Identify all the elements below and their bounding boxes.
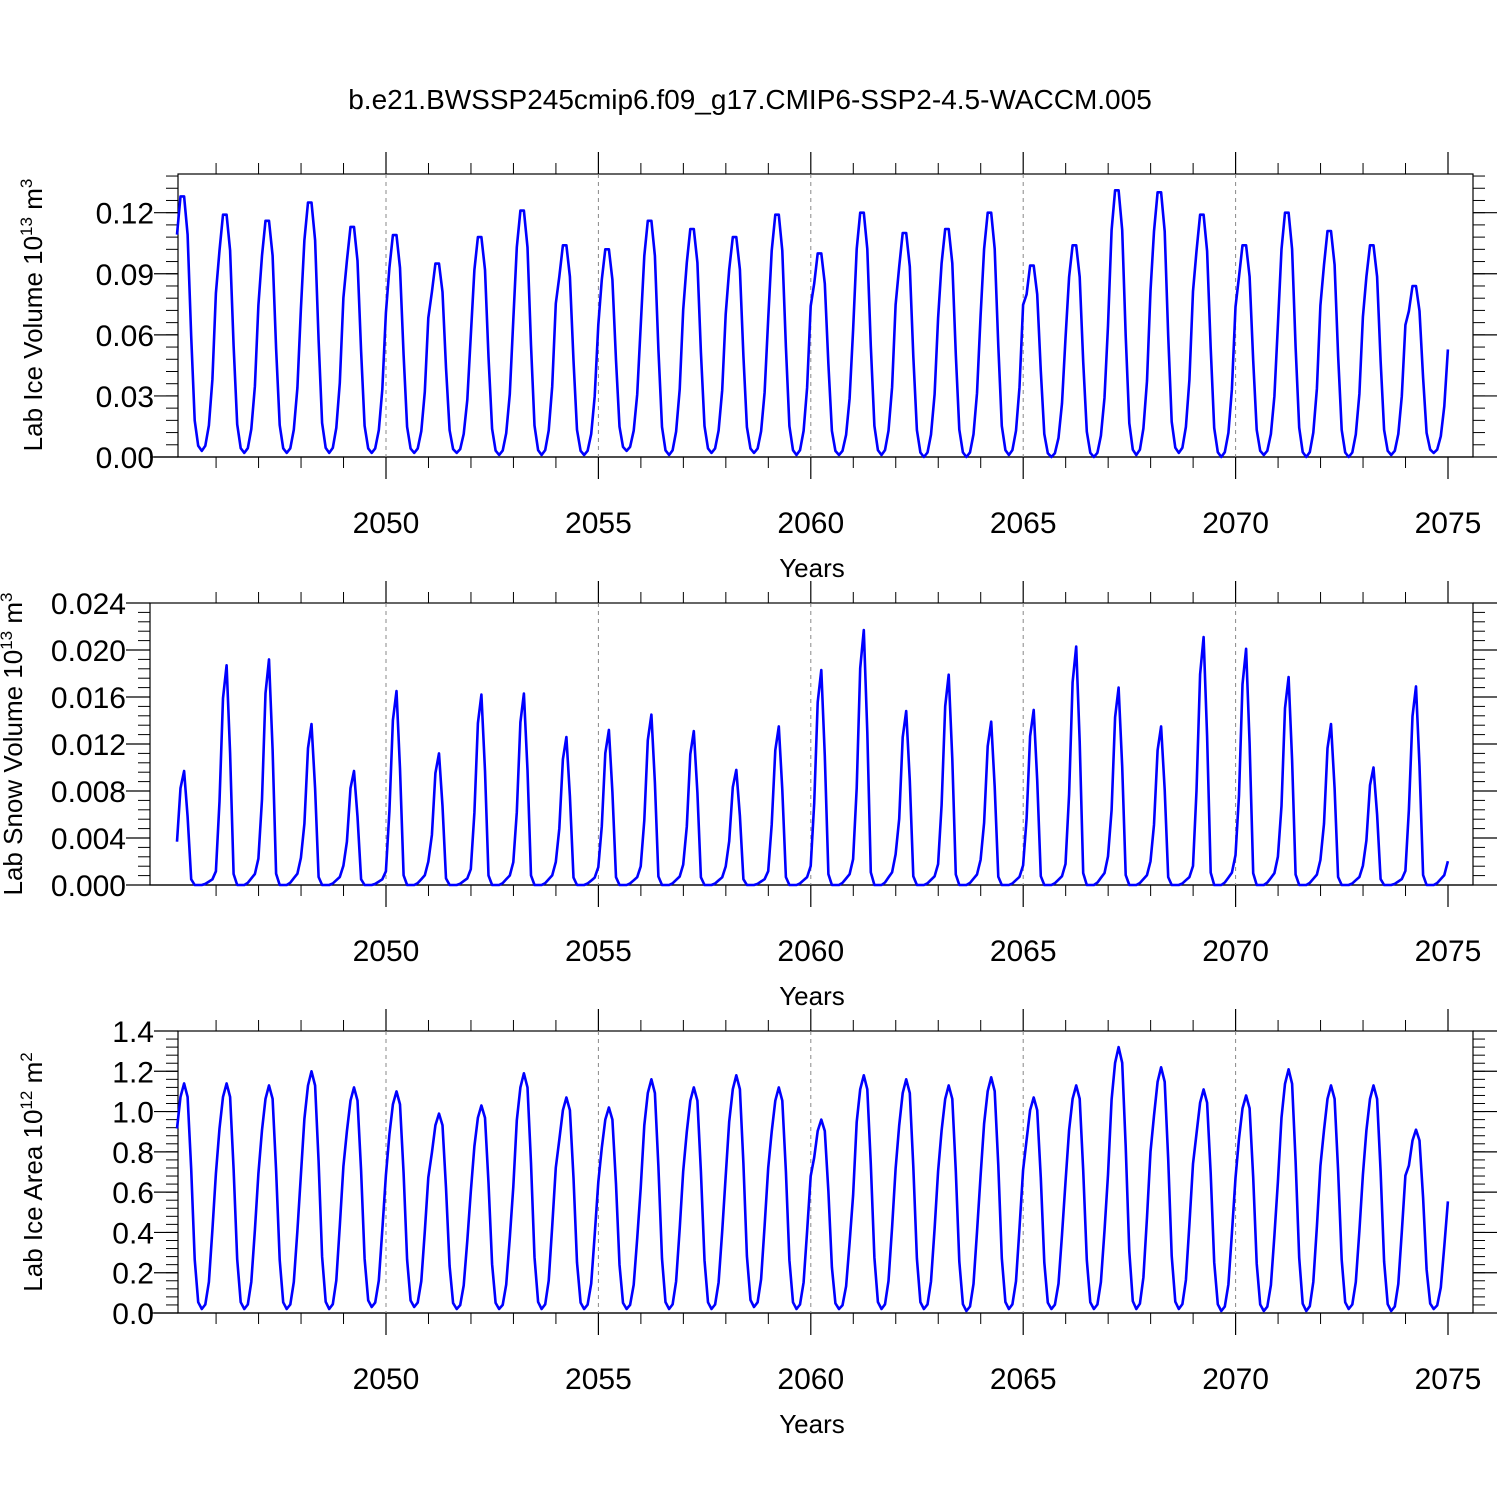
x-tick-label: 2050 (353, 507, 420, 540)
y-tick-label: 0.024 (51, 588, 126, 621)
x-tick-label: 2065 (990, 1363, 1057, 1396)
x-tick-label: 2055 (565, 507, 632, 540)
x-tick-label: 2075 (1415, 507, 1482, 540)
y-tick-label: 1.4 (112, 1016, 154, 1049)
y-tick-label: 0.09 (96, 259, 154, 292)
y-tick-label: 0.03 (96, 381, 154, 414)
y-tick-label: 0.00 (96, 442, 154, 475)
y-tick-label: 0.0 (112, 1298, 154, 1331)
y-tick-label: 1.0 (112, 1097, 154, 1130)
x-axis-label: Years (779, 553, 845, 583)
y-tick-label: 0.020 (51, 635, 126, 668)
panel-1: 2050 2055 2060 2065 2070 2075 0.00 0.03 0.06 0.09… (17, 152, 1497, 583)
x-tick-label: 2065 (990, 935, 1057, 968)
y-tick-label: 0.8 (112, 1137, 154, 1170)
y-tick-label: 0.016 (51, 682, 126, 715)
x-tick-label: 2055 (565, 1363, 632, 1396)
series-line (175, 628, 1450, 887)
y-tick-label: 0.12 (96, 198, 154, 231)
panel-2: 2050 2055 2060 2065 2070 2075 0.000 0.004 0.008 0… (0, 581, 1497, 1011)
figure-title: b.e21.BWSSP245cmip6.f09_g17.CMIP6-SSP2-4… (348, 84, 1152, 115)
x-tick-label: 2070 (1202, 507, 1269, 540)
y-axis-label: Lab Ice Area 1012 m2 (17, 1052, 48, 1291)
y-tick-label: 0.4 (112, 1217, 154, 1250)
y-tick-label: 0.6 (112, 1177, 154, 1210)
x-tick-label: 2070 (1202, 935, 1269, 968)
y-axis-label: Lab Ice Volume 1013 m3 (17, 179, 48, 452)
y-tick-label: 0.06 (96, 320, 154, 353)
series-line (175, 189, 1450, 459)
y-tick-label: 0.2 (112, 1258, 154, 1291)
x-tick-label: 2060 (777, 935, 844, 968)
x-axis-label: Years (779, 981, 845, 1011)
x-tick-label: 2075 (1415, 1363, 1482, 1396)
x-tick-label: 2060 (777, 507, 844, 540)
x-axis-label: Years (779, 1409, 845, 1439)
series-line (175, 1045, 1450, 1313)
x-tick-label: 2070 (1202, 1363, 1269, 1396)
x-tick-label: 2050 (353, 1363, 420, 1396)
y-axis-label: Lab Snow Volume 1013 m3 (0, 592, 28, 895)
panel-3: 2050 2055 2060 2065 2070 2075 0.0 0.2 0.4 0.6 0.8 1… (17, 1009, 1497, 1439)
y-tick-label: 0.012 (51, 729, 126, 762)
x-tick-label: 2075 (1415, 935, 1482, 968)
y-tick-label: 1.2 (112, 1056, 154, 1089)
y-tick-label: 0.000 (51, 870, 126, 903)
x-tick-label: 2055 (565, 935, 632, 968)
y-tick-label: 0.008 (51, 776, 126, 809)
x-tick-label: 2065 (990, 507, 1057, 540)
x-tick-label: 2050 (353, 935, 420, 968)
x-tick-label: 2060 (777, 1363, 844, 1396)
y-tick-label: 0.004 (51, 823, 126, 856)
